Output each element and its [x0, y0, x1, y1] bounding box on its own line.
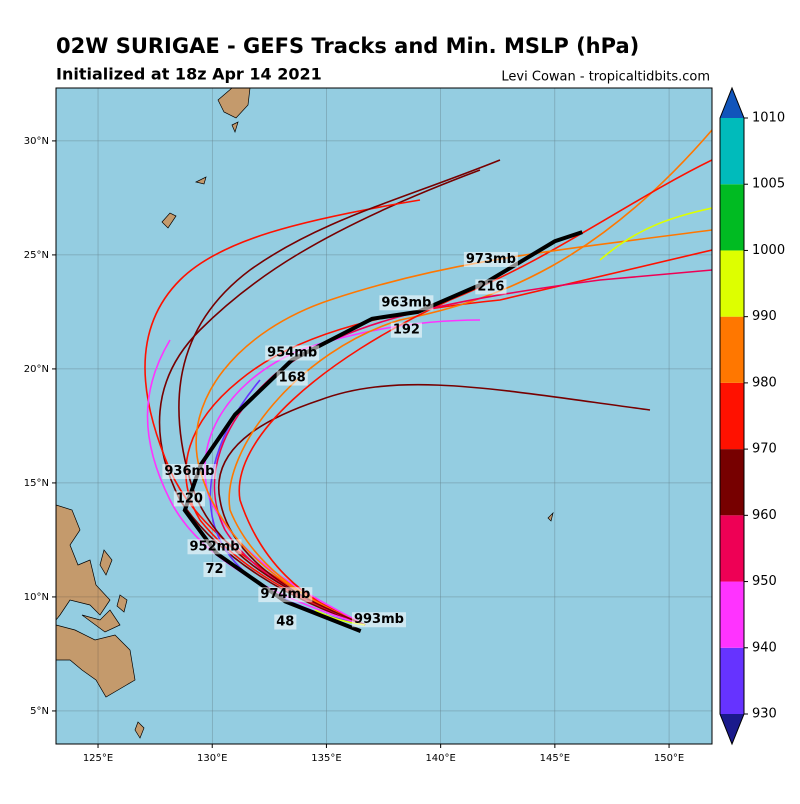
y-tick-label: 30°N [24, 136, 49, 147]
x-tick-label: 130°E [197, 753, 227, 764]
label-box [276, 370, 308, 386]
colorbar-label: 980 [752, 375, 777, 390]
track-label: 168 [279, 371, 306, 386]
x-tick-label: 145°E [540, 753, 570, 764]
track-label: 954mb [267, 345, 317, 360]
label-box [379, 295, 434, 311]
track-label: 192 [393, 323, 420, 338]
colorbar-segment [720, 184, 744, 251]
colorbar-over [720, 88, 744, 118]
track-label: 120 [176, 491, 203, 506]
colorbar-segment [720, 647, 744, 714]
label-box [173, 491, 205, 507]
colorbar-label: 1000 [752, 243, 785, 258]
label-box [203, 562, 226, 578]
ocean [56, 88, 712, 744]
colorbar-label: 1010 [752, 111, 785, 126]
colorbar-label: 950 [752, 574, 777, 589]
colorbar-segment [720, 382, 744, 450]
label-box [162, 464, 217, 480]
label-box [351, 612, 406, 628]
label-box [463, 251, 518, 267]
track-label: 48 [276, 615, 294, 630]
colorbar-label: 990 [752, 309, 777, 324]
colorbar-segment [720, 250, 744, 317]
x-tick-label: 140°E [425, 753, 455, 764]
label-box [475, 279, 507, 295]
label-box [258, 587, 313, 603]
track-label: 72 [205, 562, 223, 577]
label-box [265, 345, 320, 361]
y-tick-label: 15°N [24, 478, 49, 489]
track-label: 974mb [260, 587, 310, 602]
title: 02W SURIGAE - GEFS Tracks and Min. MSLP … [56, 34, 639, 58]
label-box [274, 614, 297, 630]
colorbar-label: 940 [752, 640, 777, 655]
y-tick-label: 25°N [24, 250, 49, 261]
track-label: 963mb [381, 295, 431, 310]
colorbar-label: 1005 [752, 177, 785, 192]
label-box [390, 322, 422, 338]
land [56, 88, 554, 739]
colorbar-under [720, 714, 744, 744]
credit: Levi Cowan - tropicaltidbits.com [501, 70, 710, 85]
x-tick-label: 125°E [83, 753, 113, 764]
track-label: 216 [477, 279, 504, 294]
colorbar-segment [720, 581, 744, 648]
map-frame [55, 87, 713, 745]
track-label: 993mb [354, 612, 404, 627]
map-layer [56, 88, 712, 744]
colorbar-segment [720, 515, 744, 582]
mean-track [182, 230, 583, 633]
label-box [187, 539, 242, 555]
track-label: 952mb [190, 539, 240, 554]
y-tick-label: 10°N [24, 592, 49, 603]
subtitle: Initialized at 18z Apr 14 2021 [56, 65, 322, 84]
colorbar-label: 930 [752, 707, 777, 722]
track-label: 936mb [164, 464, 214, 479]
colorbar-segment [720, 449, 744, 516]
track-label: 973mb [466, 252, 516, 267]
x-tick-label: 135°E [311, 753, 341, 764]
colorbar-segment [720, 316, 744, 383]
colorbar-label: 970 [752, 442, 777, 457]
y-tick-label: 5°N [30, 706, 49, 717]
y-tick-label: 20°N [24, 364, 49, 375]
colorbar-segment [720, 118, 744, 185]
x-tick-label: 150°E [654, 753, 684, 764]
colorbar-label: 960 [752, 508, 777, 523]
